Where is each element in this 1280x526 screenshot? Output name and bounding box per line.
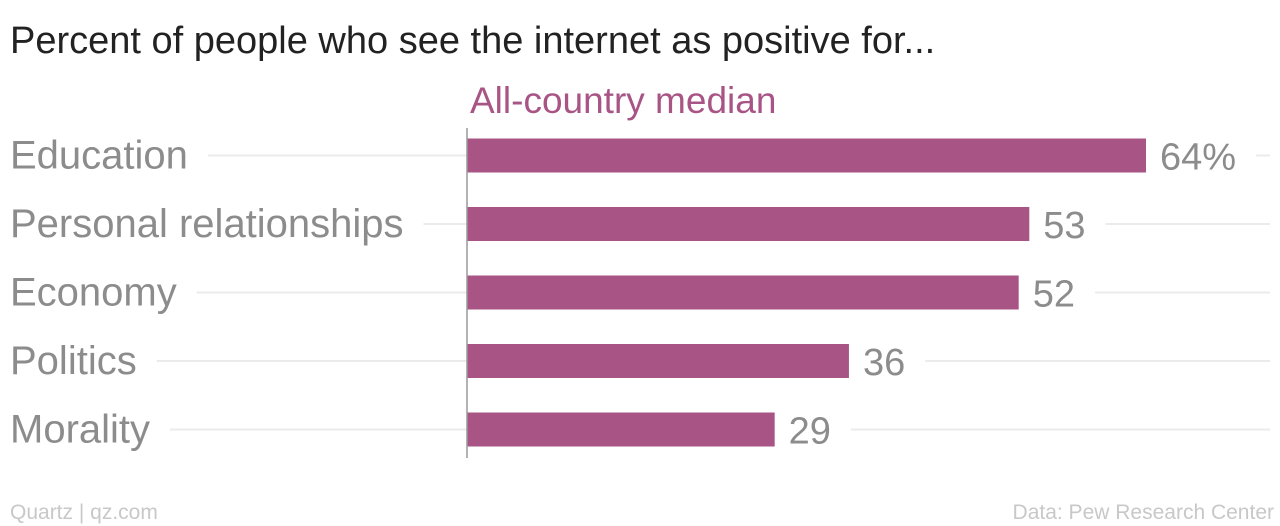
category-label: Politics (10, 339, 137, 383)
bar (467, 412, 775, 447)
value-label: 53 (1043, 205, 1085, 247)
series-label: All-country median (470, 80, 776, 121)
bar (467, 275, 1019, 310)
source-left: Quartz | qz.com (10, 501, 158, 524)
bars (467, 138, 1146, 447)
value-label: 36 (863, 342, 905, 384)
category-label: Economy (10, 271, 177, 315)
source-right: Data: Pew Research Center (1013, 501, 1274, 524)
gridlines (156, 154, 1270, 431)
value-label: 52 (1033, 274, 1075, 316)
chart-title: Percent of people who see the internet a… (10, 20, 935, 62)
bar (467, 138, 1146, 173)
category-label: Morality (10, 408, 150, 452)
category-label: Personal relationships (10, 202, 404, 246)
category-label: Education (10, 134, 188, 178)
bar (467, 344, 849, 378)
value-label: 64% (1160, 137, 1236, 179)
bar (467, 207, 1030, 241)
value-label: 29 (789, 411, 831, 453)
